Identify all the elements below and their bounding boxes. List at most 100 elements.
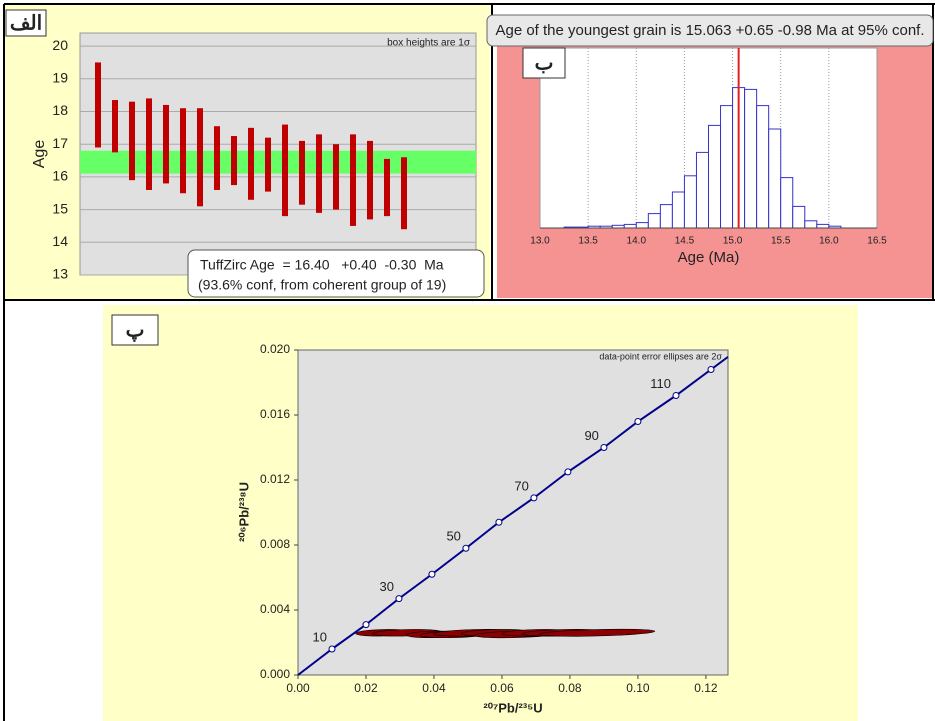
concordia-curve [331, 368, 712, 650]
panel-label-box [5, 9, 47, 37]
x-tick-label: 13.5 [578, 236, 598, 247]
x-tick-label: 16.0 [819, 236, 839, 247]
age-point [395, 595, 403, 603]
histogram-bar [708, 124, 722, 229]
concordia-origin [297, 648, 333, 676]
age-point [495, 518, 503, 526]
histogram-bar [756, 105, 770, 229]
histogram-bar [744, 88, 758, 229]
note: data-point error ellipses are 2σ [599, 351, 722, 361]
range-bar [231, 136, 237, 186]
histogram-bar [816, 223, 830, 229]
age-point [634, 418, 642, 425]
histogram-bar [780, 177, 794, 229]
histogram-bar [792, 205, 806, 229]
range-bar [350, 134, 356, 226]
panel-label-box [522, 47, 566, 79]
histogram-bar [623, 223, 637, 229]
annotation: (93.6% conf, from coherent group of 19) [198, 277, 446, 293]
x-tick-label: 0.04 [422, 681, 446, 695]
y-tick-label: 0.016 [260, 407, 290, 421]
age-label: 30 [379, 579, 393, 594]
age-point [564, 468, 572, 476]
annotation: TuffZirc Age = 16.40 +0.40 -0.30 Ma [200, 257, 444, 273]
panel-label-box [111, 314, 159, 346]
histogram-bar [804, 220, 818, 229]
y-axis-label: ²⁰⁶Pb/²³⁸U [236, 482, 251, 542]
age-band [80, 150, 476, 174]
x-tick-label: 0.00 [286, 681, 310, 695]
range-bar [333, 144, 339, 210]
y-tick-label: 20 [52, 37, 68, 53]
x-axis-label: Age (Ma) [678, 249, 740, 266]
range-bar [367, 140, 373, 220]
x-tick-label: 13.0 [530, 236, 550, 247]
range-bar [163, 104, 169, 184]
x-tick-label: 0.06 [490, 681, 514, 695]
histogram-bar [635, 222, 649, 229]
y-tick-label: 16 [52, 168, 68, 184]
x-tick-label: 0.08 [558, 681, 582, 695]
x-tick-label: 0.12 [694, 681, 718, 695]
y-tick-label: 0.004 [260, 602, 290, 616]
x-tick-label: 15.5 [771, 236, 791, 247]
x-tick-label: 14.0 [627, 236, 647, 247]
panel-label: پ [126, 319, 145, 341]
range-bar [316, 134, 322, 213]
histogram-bar [695, 151, 710, 229]
histogram-bar [671, 191, 685, 229]
range-bar [265, 137, 271, 192]
range-bar [129, 101, 135, 181]
age-point [428, 570, 436, 578]
range-bar [282, 124, 288, 217]
y-tick-label: 17 [52, 135, 68, 151]
x-tick-label: 15.0 [723, 236, 743, 247]
y-tick-label: 14 [52, 233, 68, 249]
y-tick-label: 0.020 [260, 342, 290, 356]
y-tick-label: 13 [52, 266, 68, 282]
histogram-bar [768, 128, 782, 229]
range-bar [214, 126, 220, 190]
histogram-bar [647, 213, 661, 229]
age-label: 50 [446, 529, 460, 544]
concordia-extension [710, 356, 729, 371]
histogram-bar [683, 175, 697, 229]
age-point [530, 494, 538, 502]
age-label: 110 [650, 376, 671, 391]
title: Age of the youngest grain is 15.063 +0.6… [495, 22, 924, 39]
panel-label: الف [10, 12, 42, 34]
y-tick-label: 0.008 [260, 537, 290, 551]
range-bar [401, 157, 407, 230]
title-box [486, 14, 934, 47]
age-point [328, 645, 336, 653]
x-tick-label: 16.5 [867, 236, 887, 247]
age-point [707, 366, 715, 373]
range-bar [112, 100, 118, 153]
y-tick-label: 18 [52, 102, 68, 118]
y-tick-label: 19 [52, 69, 68, 85]
range-bar [384, 158, 390, 217]
y-axis-label: Age [31, 140, 48, 169]
age-label: 90 [584, 428, 598, 443]
annotation-box [187, 249, 485, 298]
age-point [672, 392, 680, 399]
x-axis-label: ²⁰⁷Pb/²³⁵U [483, 700, 542, 715]
note: box heights are 1σ [387, 38, 471, 49]
age-label: 70 [514, 478, 528, 493]
range-bar [197, 108, 203, 207]
age-point [462, 544, 470, 552]
range-bar [146, 98, 152, 190]
x-tick-label: 14.5 [675, 236, 695, 247]
range-bar [248, 127, 254, 200]
histogram-bar [659, 204, 673, 229]
histogram-bar [720, 105, 734, 229]
age-label: 10 [313, 629, 327, 644]
y-tick-label: 0.000 [260, 667, 290, 681]
range-bar [180, 108, 186, 194]
age-point [362, 621, 370, 629]
range-bar [95, 62, 101, 148]
range-bar [299, 140, 305, 205]
y-tick-label: 15 [52, 200, 68, 216]
panel-label: ب [535, 52, 554, 74]
